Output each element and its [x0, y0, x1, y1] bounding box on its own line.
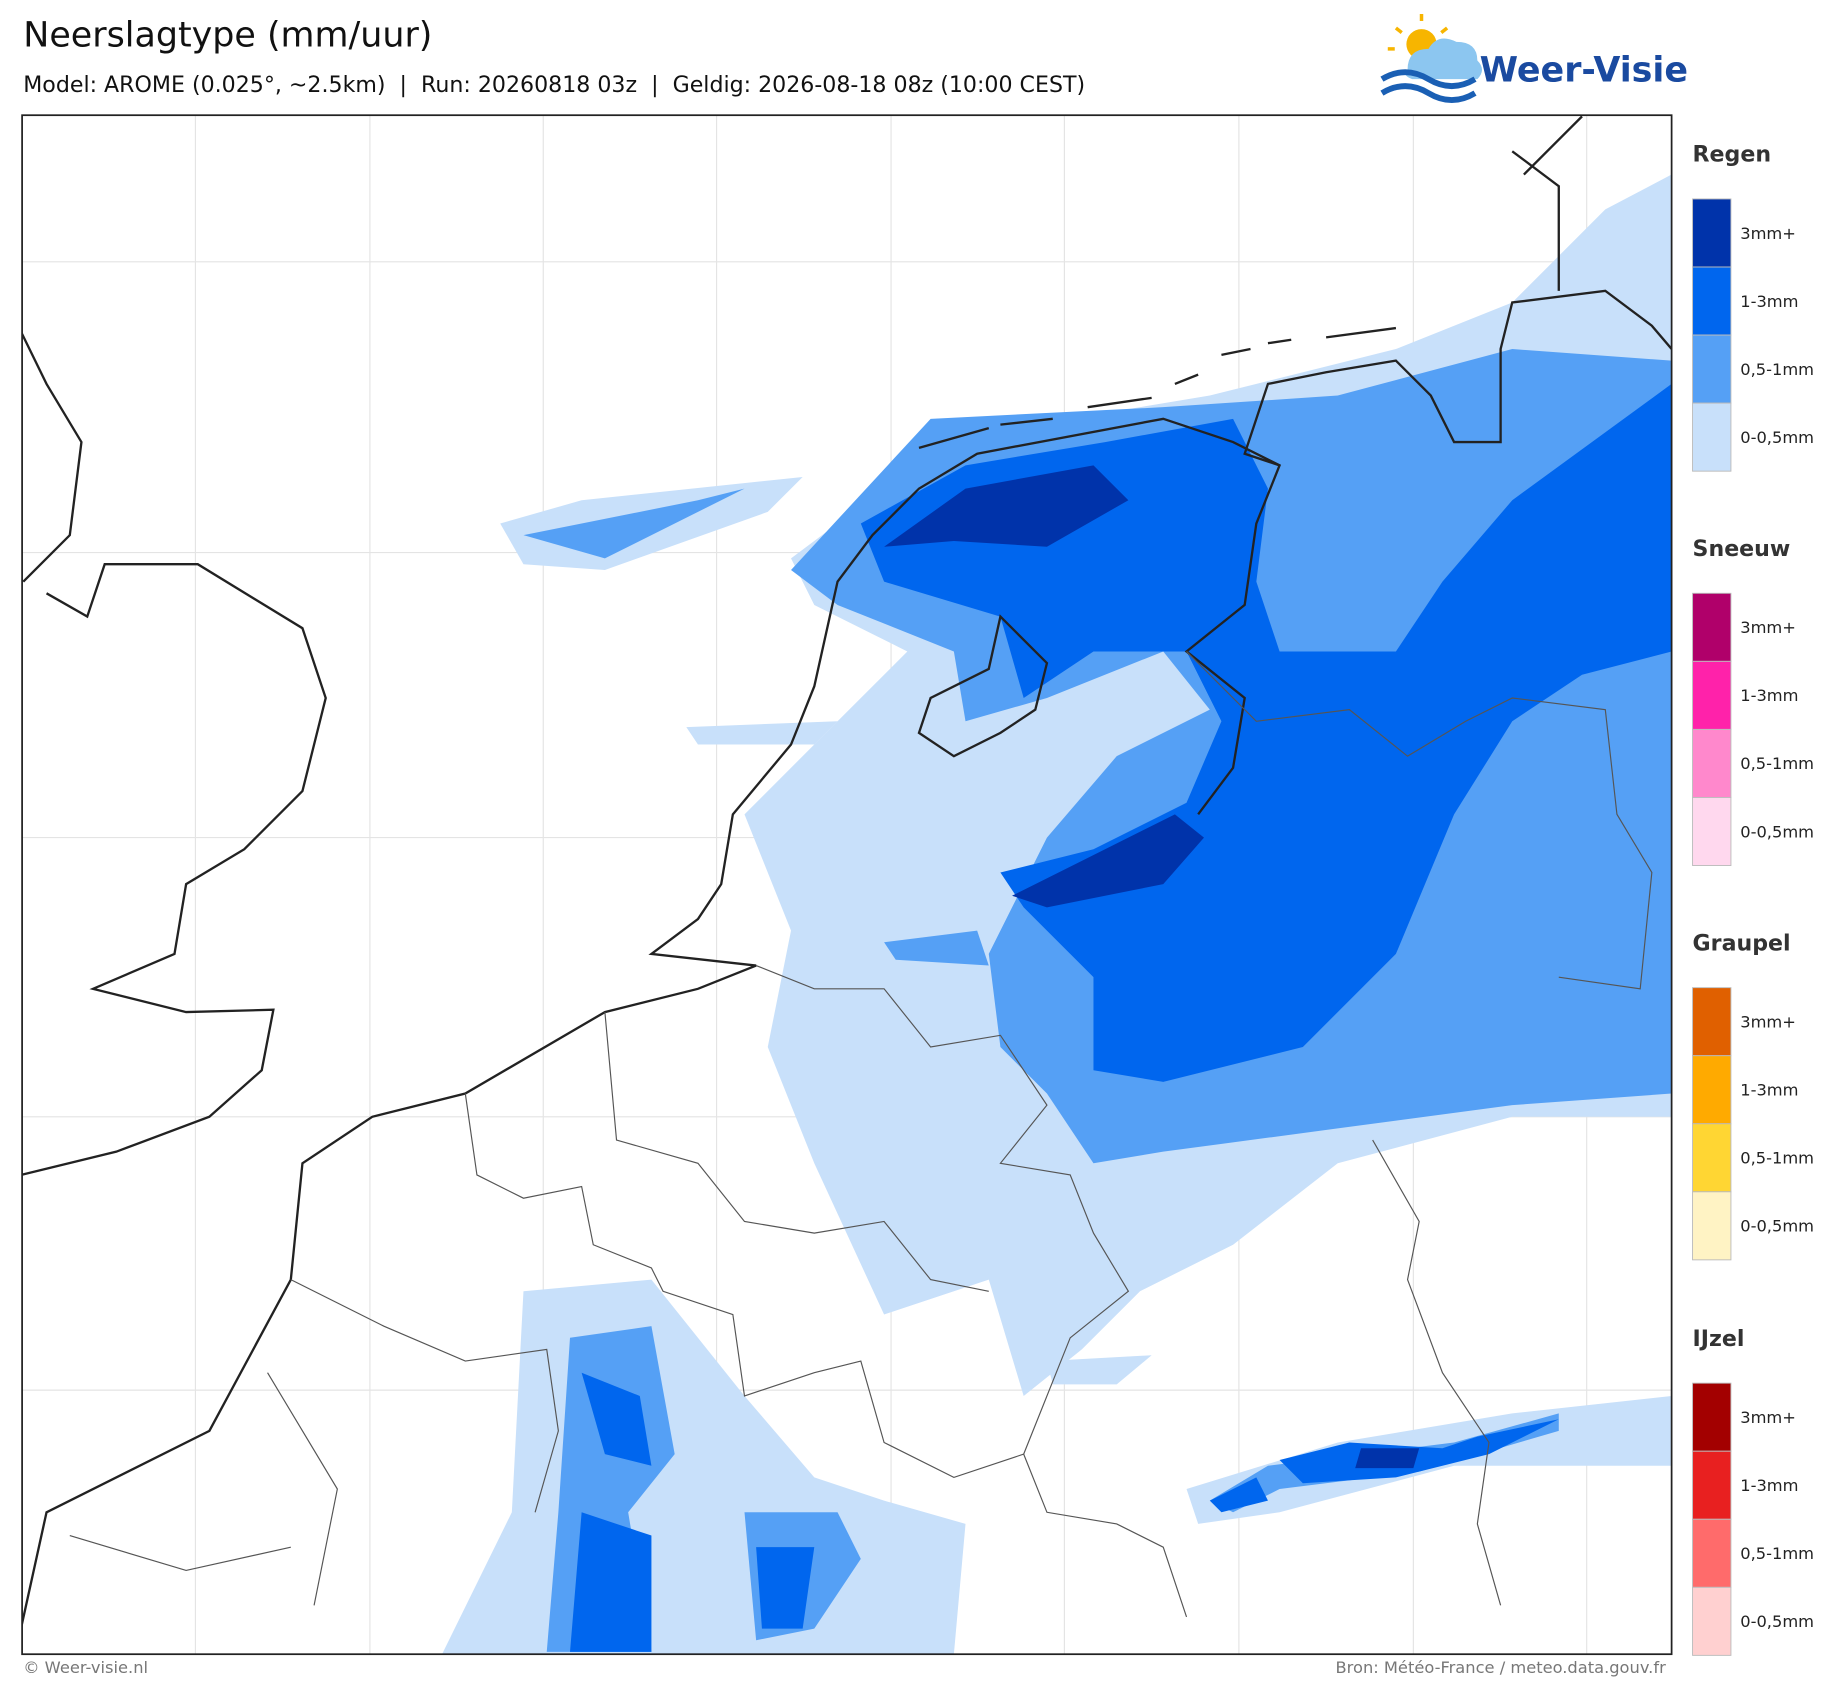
legend-label: 0-0,5mm — [1740, 1612, 1814, 1631]
legend-group-title: Regen — [1693, 142, 1772, 168]
legend-label: 0,5-1mm — [1740, 1544, 1814, 1563]
legend-label: 0-0,5mm — [1740, 822, 1814, 841]
legend-swatch — [1692, 1191, 1732, 1261]
legend: Regen 3mm+ 1-3mm 0,5-1mm 0-0,5mm Sneeuw 3mm+ 1-… — [1692, 142, 1814, 1656]
legend-label: 0,5-1mm — [1740, 360, 1814, 379]
legend-label: 3mm+ — [1740, 1012, 1796, 1031]
legend-swatch — [1692, 1450, 1732, 1520]
coastline — [22, 115, 1672, 1629]
legend-swatch — [1692, 728, 1732, 798]
legend-swatch — [1692, 1382, 1732, 1452]
legend-label: 1-3mm — [1740, 292, 1798, 311]
legend-swatch — [1692, 796, 1732, 866]
legend-label: 0-0,5mm — [1740, 428, 1814, 447]
logo: Weer-Visie — [1380, 13, 1688, 103]
legend-label: 1-3mm — [1740, 1476, 1798, 1495]
borders — [69, 651, 1653, 1618]
legend-swatch — [1692, 198, 1732, 268]
legend-swatch — [1692, 1586, 1732, 1656]
legend-label: 1-3mm — [1740, 686, 1798, 705]
legend-group-title: IJzel — [1693, 1326, 1745, 1352]
legend-swatch — [1692, 1055, 1732, 1125]
legend-swatch — [1692, 987, 1732, 1057]
logo-text: Weer-Visie — [1480, 50, 1688, 90]
legend-label: 1-3mm — [1740, 1081, 1798, 1100]
legend-swatch — [1692, 1518, 1732, 1588]
legend-label: 3mm+ — [1740, 618, 1796, 637]
footer-right: Bron: Météo-France / meteo.data.gouv.fr — [1336, 1658, 1667, 1677]
legend-swatch — [1692, 592, 1732, 662]
legend-label: 0-0,5mm — [1740, 1217, 1814, 1236]
legend-group-title: Sneeuw — [1693, 536, 1791, 562]
legend-swatch — [1692, 402, 1732, 472]
legend-label: 3mm+ — [1740, 224, 1796, 243]
title: Neerslagtype (mm/uur) — [23, 16, 432, 56]
legend-group-title: Graupel — [1693, 930, 1791, 956]
legend-label: 3mm+ — [1740, 1408, 1796, 1427]
legend-label: 0,5-1mm — [1740, 754, 1814, 773]
legend-swatch — [1692, 660, 1732, 730]
legend-swatch — [1692, 1123, 1732, 1193]
map — [22, 115, 1672, 1655]
legend-swatch — [1692, 266, 1732, 336]
footer-left: © Weer-visie.nl — [23, 1658, 148, 1677]
subtitle: Model: AROME (0.025°, ~2.5km) | Run: 202… — [23, 72, 1085, 98]
map-frame — [21, 114, 1673, 1656]
legend-label: 0,5-1mm — [1740, 1149, 1814, 1168]
legend-swatch — [1692, 334, 1732, 404]
precipitation — [442, 174, 1672, 1655]
